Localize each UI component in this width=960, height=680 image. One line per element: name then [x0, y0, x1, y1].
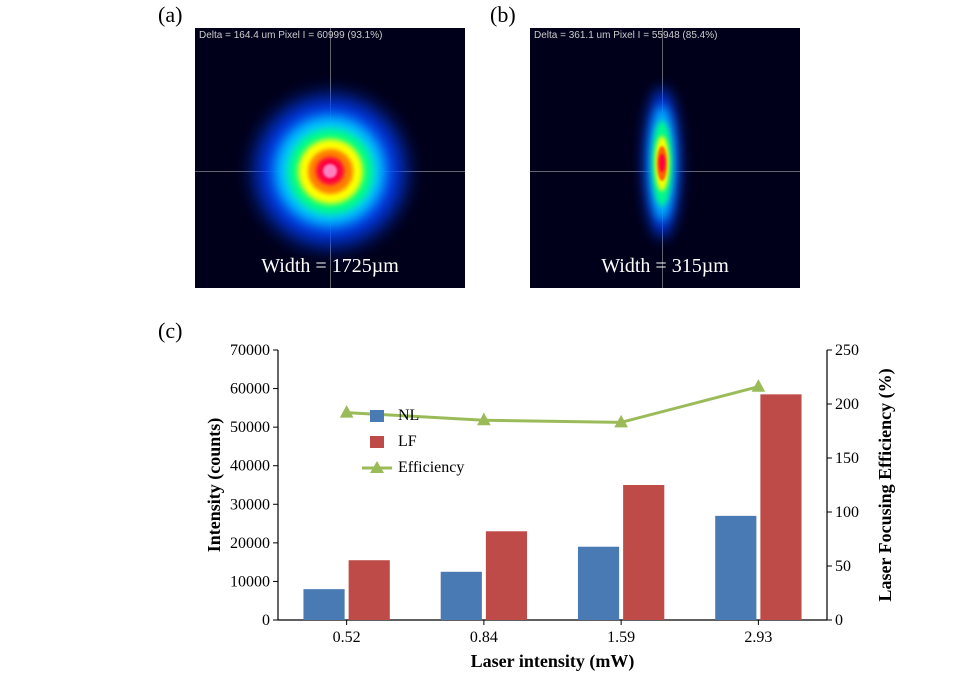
svg-text:10000: 10000	[230, 573, 270, 590]
svg-text:20000: 20000	[230, 535, 270, 552]
figure-container: (a) (b) (c) Delta = 164.4 um Pixel I = 6…	[0, 0, 960, 680]
svg-text:250: 250	[835, 342, 859, 359]
svg-text:1.59: 1.59	[607, 629, 635, 646]
svg-text:40000: 40000	[230, 458, 270, 475]
beam-header-b: Delta = 361.1 um Pixel I = 55948 (85.4%)	[534, 30, 717, 41]
panel-label-c: (c)	[158, 318, 182, 344]
panel-label-b: (b)	[490, 2, 516, 28]
svg-text:50: 50	[835, 558, 851, 575]
svg-text:100: 100	[835, 504, 859, 521]
svg-text:Laser Focusing Efficiency (%): Laser Focusing Efficiency (%)	[875, 368, 896, 601]
beam-panel-a: Delta = 164.4 um Pixel I = 60999 (93.1%)…	[195, 28, 465, 288]
svg-text:50000: 50000	[230, 419, 270, 436]
chart-panel-c: 0 10000 20000 30000 40000 50000 60000 70000 0 50 1…	[200, 340, 905, 675]
svg-text:0: 0	[262, 612, 270, 629]
svg-text:LF: LF	[398, 433, 417, 450]
width-label-b: Width = 315µm	[530, 255, 800, 278]
svg-text:0: 0	[835, 612, 843, 629]
svg-text:2.93: 2.93	[744, 629, 772, 646]
svg-text:70000: 70000	[230, 342, 270, 359]
panel-label-a: (a)	[158, 2, 182, 28]
svg-text:200: 200	[835, 396, 859, 413]
svg-text:60000: 60000	[230, 381, 270, 398]
svg-text:Efficiency: Efficiency	[398, 459, 464, 476]
svg-text:0.84: 0.84	[470, 629, 498, 646]
svg-text:0.52: 0.52	[333, 629, 361, 646]
svg-text:150: 150	[835, 450, 859, 467]
svg-text:NL: NL	[398, 407, 419, 424]
svg-text:Intensity (counts): Intensity (counts)	[204, 418, 225, 553]
chart-svg: 0 10000 20000 30000 40000 50000 60000 70000 0 50 1…	[200, 340, 905, 675]
beam-panel-b: Delta = 361.1 um Pixel I = 55948 (85.4%)…	[530, 28, 800, 288]
svg-text:Laser intensity (mW): Laser intensity (mW)	[471, 651, 635, 672]
beam-header-a: Delta = 164.4 um Pixel I = 60999 (93.1%)	[199, 30, 382, 41]
svg-text:30000: 30000	[230, 496, 270, 513]
width-label-a: Width = 1725µm	[195, 255, 465, 278]
